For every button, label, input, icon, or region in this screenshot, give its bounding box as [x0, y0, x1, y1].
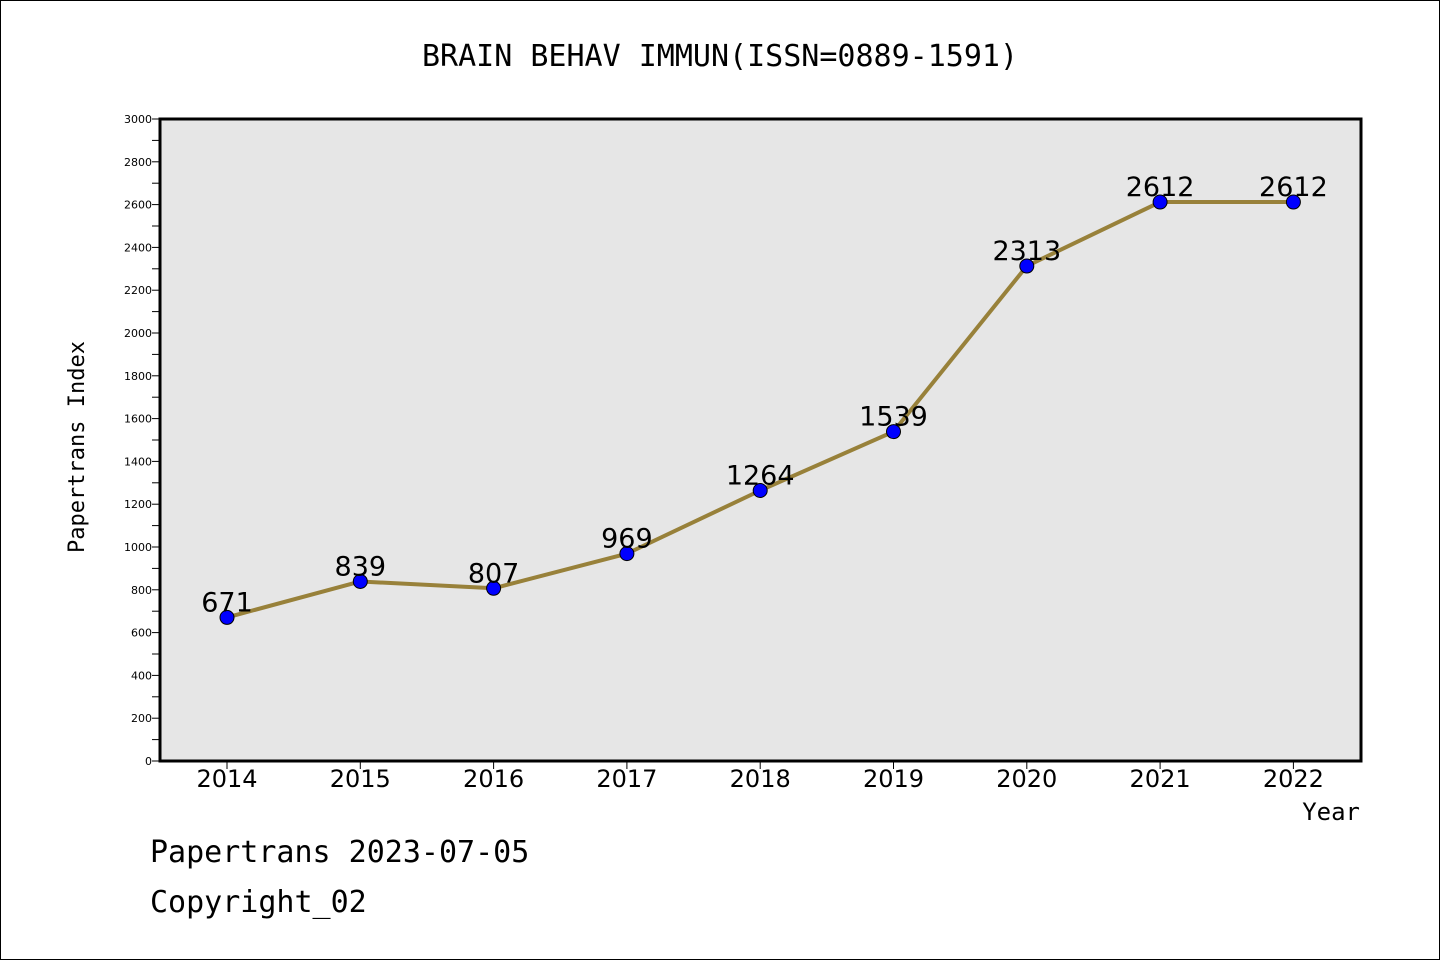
x-axis-label: Year [1302, 798, 1360, 826]
data-point [886, 424, 901, 440]
x-axis: 2014 2015 2016 2017 2018 2019 2020 2021 2022 [196, 761, 1324, 793]
x-tick-label: 2020 [996, 765, 1057, 793]
x-tick-label: 2014 [196, 765, 257, 793]
y-axis: 0 200 400 600 800 1000 1200 1400 1600 1800 2000 220… [124, 113, 160, 768]
y-tick-label: 800 [131, 584, 152, 597]
y-tick-label: 1200 [124, 498, 152, 511]
x-tick-label: 2018 [730, 765, 791, 793]
plot-area [160, 119, 1361, 761]
data-labels: 671 839 807 969 1264 1539 2313 2612 2612 [201, 172, 1328, 618]
data-label: 671 [201, 587, 253, 618]
x-tick-label: 2015 [330, 765, 391, 793]
y-tick-label: 600 [131, 627, 152, 640]
data-point [352, 573, 368, 589]
chart-title: BRAIN BEHAV IMMUN(ISSN=0889-1591) [422, 39, 1018, 74]
data-point [219, 609, 235, 625]
data-point [1152, 194, 1168, 210]
y-tick-label: 3000 [124, 113, 152, 126]
x-tick-label: 2019 [863, 765, 924, 793]
data-point [619, 546, 635, 562]
y-tick-label: 0 [145, 755, 152, 768]
footer-source: Papertrans 2023-07-05 [150, 835, 530, 870]
y-tick-label: 200 [131, 712, 152, 725]
data-point [1285, 194, 1301, 210]
y-tick-label: 2400 [124, 241, 152, 254]
data-label: 2612 [1126, 172, 1195, 203]
y-tick-label: 2000 [124, 327, 152, 340]
data-label: 807 [468, 558, 520, 589]
data-label: 1539 [859, 402, 928, 433]
x-tick-label: 2021 [1130, 765, 1191, 793]
y-tick-label: 2600 [124, 199, 152, 212]
y-tick-label: 1400 [124, 455, 152, 468]
data-point [752, 483, 768, 499]
data-label: 1264 [726, 461, 795, 492]
data-label: 839 [335, 551, 387, 582]
y-axis-label: Papertrans Index [65, 341, 90, 553]
data-point [486, 580, 502, 596]
data-point [1019, 258, 1035, 274]
y-tick-label: 1600 [124, 413, 152, 426]
data-label: 2612 [1259, 172, 1328, 203]
y-tick-label: 2200 [124, 284, 152, 297]
footer-copyright: Copyright_02 [150, 885, 367, 920]
y-tick-label: 1800 [124, 370, 152, 383]
series-papertrans-index [219, 194, 1301, 625]
y-tick-label: 1000 [124, 541, 152, 554]
y-tick-label: 400 [131, 669, 152, 682]
plot-border [158, 117, 1363, 763]
x-tick-label: 2017 [596, 765, 657, 793]
x-tick-label: 2022 [1263, 765, 1324, 793]
x-tick-label: 2016 [463, 765, 524, 793]
y-tick-label: 2800 [124, 156, 152, 169]
data-label: 2313 [992, 236, 1061, 267]
data-label: 969 [601, 524, 653, 555]
